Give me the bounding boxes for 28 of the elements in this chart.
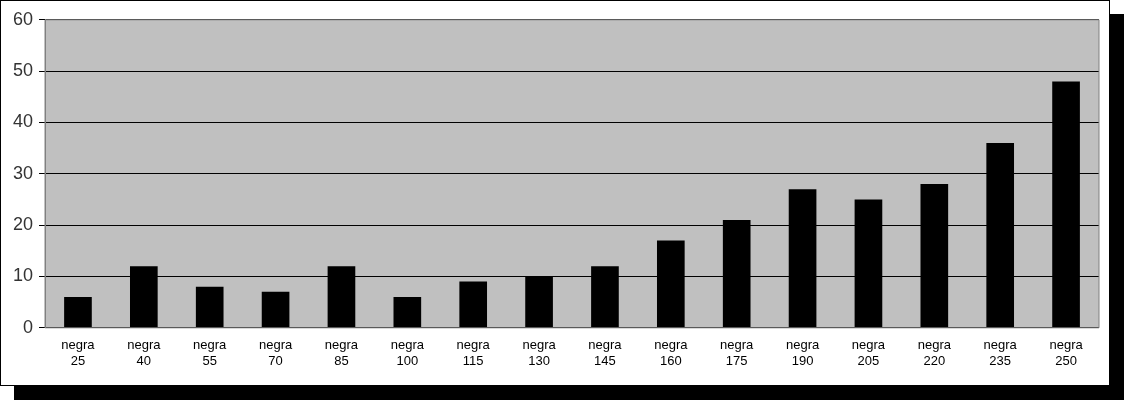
bar [459,281,488,328]
x-tick-label: negra 235 [983,337,1018,368]
x-tick-label: negra 100 [390,337,425,368]
x-tick-label: negra 205 [851,337,886,368]
y-tick-label: 10 [12,265,34,286]
bar [393,297,422,328]
x-tick-label: negra 70 [258,337,293,368]
x-tick-label: negra 115 [456,337,491,368]
y-tick-label: 0 [23,316,34,337]
y-tick-label: 30 [12,162,34,183]
x-tick-label: negra 40 [127,337,162,368]
x-tick-label: negra 25 [61,337,96,368]
y-tick-label: 40 [12,111,34,132]
x-tick-label: negra 175 [720,337,755,368]
x-tick-label: negra 220 [917,337,952,368]
bar [64,297,92,328]
x-tick-label: negra 85 [324,337,359,368]
y-tick-label: 50 [12,60,34,81]
bar [195,286,224,328]
bar [261,291,290,328]
x-tick-label: negra 130 [522,337,557,368]
y-tick-label: 60 [12,8,34,29]
x-tick-label: negra 160 [654,337,689,368]
x-tick-label: negra 250 [1049,337,1084,368]
x-tick-label: negra 190 [785,337,820,368]
x-tick-label: negra 55 [193,337,228,368]
x-tick-label: negra 145 [588,337,623,368]
y-tick-label: 20 [12,214,34,235]
